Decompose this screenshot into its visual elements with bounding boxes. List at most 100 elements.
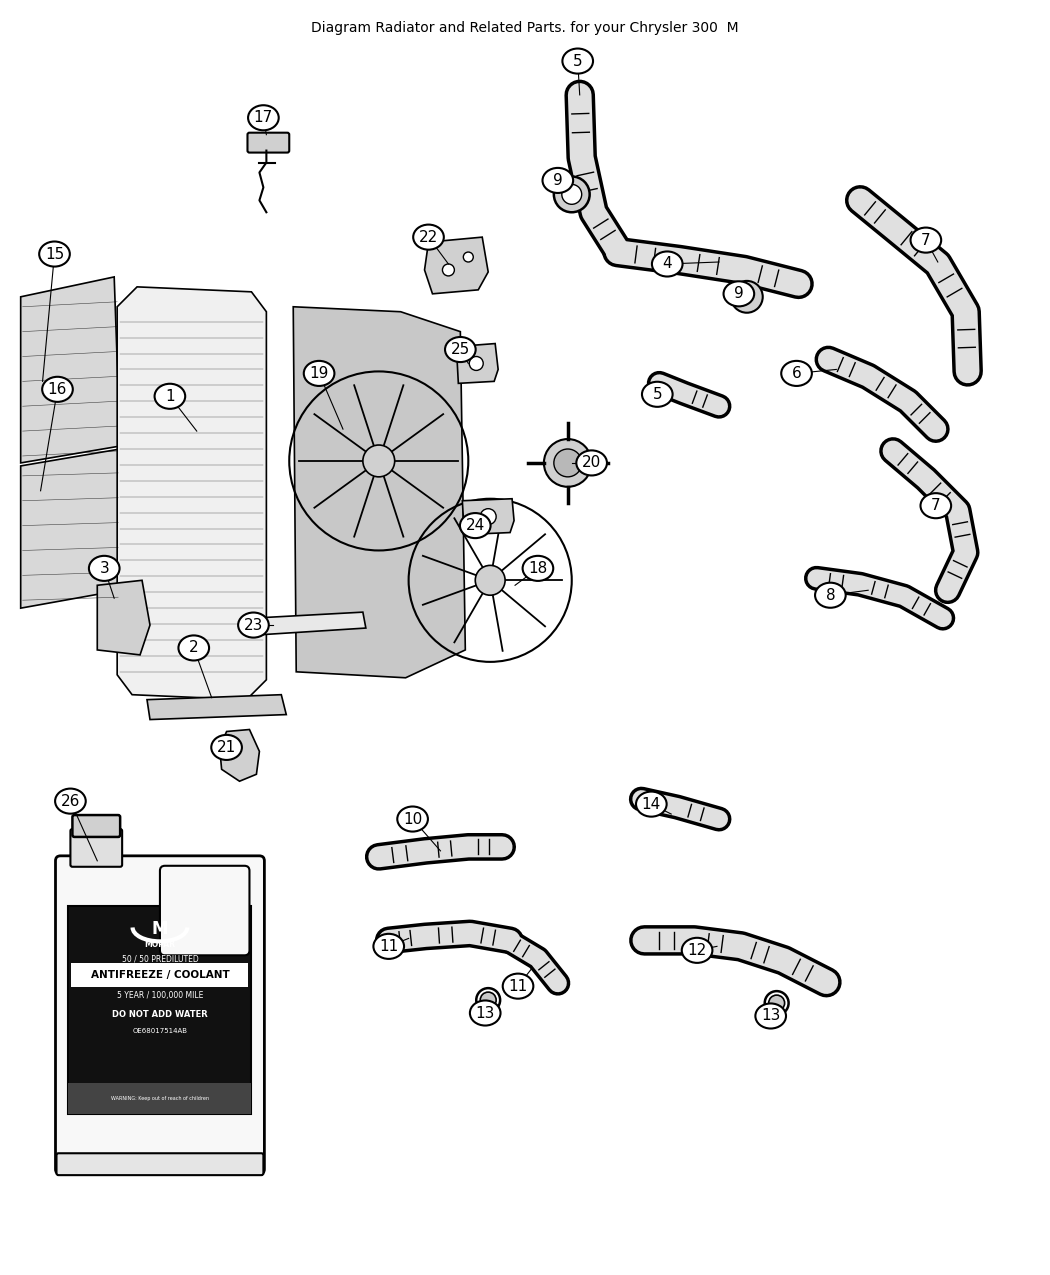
Circle shape (480, 992, 497, 1009)
Text: 23: 23 (244, 617, 264, 632)
Text: Diagram Radiator and Related Parts. for your Chrysler 300  M: Diagram Radiator and Related Parts. for … (311, 22, 739, 36)
Text: 3: 3 (100, 561, 109, 576)
Ellipse shape (576, 450, 607, 476)
Ellipse shape (55, 789, 86, 813)
Ellipse shape (642, 381, 673, 407)
Circle shape (731, 280, 762, 312)
Text: 5: 5 (573, 54, 583, 69)
Text: 1: 1 (165, 389, 174, 404)
Ellipse shape (921, 493, 951, 518)
Polygon shape (118, 287, 267, 700)
Circle shape (363, 445, 395, 477)
Circle shape (480, 509, 497, 524)
FancyBboxPatch shape (68, 905, 251, 1114)
Ellipse shape (42, 377, 72, 402)
Polygon shape (424, 237, 488, 293)
Text: 16: 16 (48, 381, 67, 397)
Text: DO NOT ADD WATER: DO NOT ADD WATER (112, 1011, 208, 1020)
Ellipse shape (636, 792, 667, 817)
Text: 18: 18 (528, 561, 547, 576)
Ellipse shape (238, 612, 269, 638)
Ellipse shape (414, 224, 444, 250)
Text: MOPAR: MOPAR (145, 940, 175, 949)
Ellipse shape (503, 974, 533, 998)
Ellipse shape (652, 251, 682, 277)
Circle shape (562, 185, 582, 204)
FancyBboxPatch shape (68, 1082, 251, 1114)
Ellipse shape (681, 938, 712, 963)
Text: ANTIFREEZE / COOLANT: ANTIFREEZE / COOLANT (90, 970, 229, 980)
Text: 11: 11 (508, 979, 528, 993)
Ellipse shape (781, 361, 812, 386)
Text: 13: 13 (476, 1006, 495, 1020)
Text: 24: 24 (465, 518, 485, 533)
FancyBboxPatch shape (56, 856, 265, 1174)
Text: 4: 4 (663, 256, 672, 272)
Ellipse shape (39, 241, 69, 266)
FancyBboxPatch shape (57, 1154, 264, 1176)
Text: 26: 26 (61, 793, 80, 808)
Ellipse shape (89, 556, 120, 581)
Polygon shape (253, 612, 365, 635)
Circle shape (469, 357, 483, 371)
Ellipse shape (460, 513, 490, 538)
Ellipse shape (910, 227, 941, 252)
Text: 22: 22 (419, 230, 438, 245)
FancyBboxPatch shape (160, 866, 250, 955)
Text: 5: 5 (652, 386, 663, 402)
Polygon shape (147, 695, 287, 719)
Text: 19: 19 (310, 366, 329, 381)
Circle shape (769, 994, 784, 1011)
Text: 7: 7 (921, 232, 930, 247)
Text: 9: 9 (553, 173, 563, 187)
Text: 7: 7 (931, 499, 941, 514)
Text: 8: 8 (825, 588, 835, 603)
Text: 10: 10 (403, 811, 422, 826)
Ellipse shape (723, 282, 754, 306)
Circle shape (553, 176, 590, 212)
Text: 25: 25 (450, 342, 470, 357)
Text: WARNING: Keep out of reach of children: WARNING: Keep out of reach of children (111, 1096, 209, 1102)
Circle shape (463, 252, 474, 261)
Text: 20: 20 (582, 455, 602, 470)
Text: 17: 17 (254, 110, 273, 125)
Ellipse shape (523, 556, 553, 581)
Text: 9: 9 (734, 287, 743, 301)
Ellipse shape (543, 168, 573, 193)
Ellipse shape (374, 933, 404, 959)
Polygon shape (457, 343, 498, 384)
Ellipse shape (815, 583, 845, 608)
Text: 15: 15 (45, 246, 64, 261)
Text: 14: 14 (642, 797, 660, 812)
Polygon shape (219, 729, 259, 782)
Text: 5 YEAR / 100,000 MILE: 5 YEAR / 100,000 MILE (117, 991, 203, 1000)
Circle shape (442, 264, 455, 275)
Polygon shape (293, 307, 465, 678)
Polygon shape (21, 277, 120, 463)
Ellipse shape (470, 1001, 501, 1025)
Ellipse shape (445, 337, 476, 362)
Polygon shape (462, 499, 514, 534)
Circle shape (476, 565, 505, 595)
Ellipse shape (755, 1003, 786, 1029)
Text: 50 / 50 PREDILUTED: 50 / 50 PREDILUTED (122, 955, 198, 964)
Text: 21: 21 (217, 740, 236, 755)
Ellipse shape (303, 361, 334, 386)
FancyBboxPatch shape (248, 133, 289, 153)
Ellipse shape (154, 384, 185, 409)
Circle shape (553, 449, 582, 477)
Text: M: M (151, 921, 168, 938)
Circle shape (544, 439, 591, 487)
Text: 2: 2 (189, 640, 198, 655)
Ellipse shape (248, 106, 278, 130)
Text: 11: 11 (379, 938, 398, 954)
FancyBboxPatch shape (71, 964, 249, 987)
Polygon shape (98, 580, 150, 655)
Text: 6: 6 (792, 366, 801, 381)
Ellipse shape (211, 734, 242, 760)
Ellipse shape (178, 635, 209, 660)
Ellipse shape (397, 807, 428, 831)
FancyBboxPatch shape (70, 829, 122, 867)
Polygon shape (21, 449, 120, 608)
Text: 13: 13 (761, 1009, 780, 1024)
